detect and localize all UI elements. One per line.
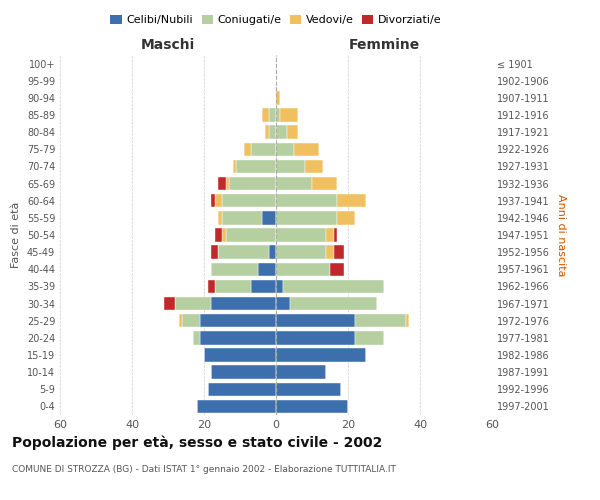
Bar xyxy=(204,348,276,362)
Bar xyxy=(330,262,344,276)
Bar xyxy=(276,314,355,328)
Y-axis label: Fasce di età: Fasce di età xyxy=(11,202,21,268)
Bar xyxy=(276,126,287,139)
Bar xyxy=(334,228,337,241)
Bar xyxy=(215,194,222,207)
Bar xyxy=(218,246,269,259)
Bar xyxy=(218,211,222,224)
Bar xyxy=(276,348,366,362)
Bar xyxy=(294,142,319,156)
Bar xyxy=(290,297,377,310)
Bar xyxy=(251,142,276,156)
Bar xyxy=(276,382,341,396)
Bar xyxy=(244,142,251,156)
Bar xyxy=(334,246,344,259)
Bar xyxy=(182,314,200,328)
Bar xyxy=(175,297,211,310)
Bar xyxy=(276,228,326,241)
Bar xyxy=(276,91,280,104)
Text: COMUNE DI STROZZA (BG) - Dati ISTAT 1° gennaio 2002 - Elaborazione TUTTITALIA.IT: COMUNE DI STROZZA (BG) - Dati ISTAT 1° g… xyxy=(12,465,396,474)
Bar xyxy=(233,160,236,173)
Bar xyxy=(211,246,218,259)
Bar xyxy=(229,177,276,190)
Bar xyxy=(226,177,229,190)
Bar xyxy=(337,211,355,224)
Bar xyxy=(276,194,337,207)
Bar xyxy=(276,297,290,310)
Bar xyxy=(211,297,276,310)
Bar xyxy=(326,246,334,259)
Bar xyxy=(236,160,276,173)
Bar xyxy=(287,126,298,139)
Bar xyxy=(222,211,262,224)
Bar xyxy=(218,177,226,190)
Bar xyxy=(222,228,226,241)
Bar xyxy=(312,177,337,190)
Bar xyxy=(276,246,326,259)
Bar xyxy=(280,108,298,122)
Bar xyxy=(208,280,215,293)
Bar xyxy=(337,194,366,207)
Bar xyxy=(211,366,276,379)
Legend: Celibi/Nubili, Coniugati/e, Vedovi/e, Divorziati/e: Celibi/Nubili, Coniugati/e, Vedovi/e, Di… xyxy=(106,10,446,29)
Bar xyxy=(269,246,276,259)
Bar xyxy=(265,126,269,139)
Bar xyxy=(276,142,294,156)
Bar xyxy=(251,280,276,293)
Text: Femmine: Femmine xyxy=(349,38,419,52)
Bar xyxy=(276,108,280,122)
Bar xyxy=(305,160,323,173)
Bar xyxy=(276,280,283,293)
Text: Popolazione per età, sesso e stato civile - 2002: Popolazione per età, sesso e stato civil… xyxy=(12,435,382,450)
Bar xyxy=(164,297,175,310)
Bar xyxy=(276,177,312,190)
Bar xyxy=(406,314,409,328)
Bar xyxy=(276,400,348,413)
Bar xyxy=(215,280,251,293)
Bar xyxy=(222,194,276,207)
Bar xyxy=(215,228,222,241)
Bar xyxy=(262,108,269,122)
Bar xyxy=(276,211,337,224)
Bar xyxy=(179,314,182,328)
Text: Maschi: Maschi xyxy=(141,38,195,52)
Bar xyxy=(276,262,330,276)
Bar xyxy=(276,331,355,344)
Bar xyxy=(226,228,276,241)
Bar xyxy=(326,228,334,241)
Bar xyxy=(355,331,384,344)
Bar xyxy=(211,262,258,276)
Bar xyxy=(283,280,384,293)
Bar xyxy=(197,400,276,413)
Bar xyxy=(269,108,276,122)
Bar xyxy=(262,211,276,224)
Bar xyxy=(276,366,326,379)
Bar xyxy=(276,160,305,173)
Bar xyxy=(208,382,276,396)
Bar xyxy=(269,126,276,139)
Bar xyxy=(211,194,215,207)
Y-axis label: Anni di nascita: Anni di nascita xyxy=(556,194,566,276)
Bar xyxy=(193,331,200,344)
Bar xyxy=(200,314,276,328)
Bar xyxy=(355,314,406,328)
Bar xyxy=(258,262,276,276)
Bar xyxy=(200,331,276,344)
